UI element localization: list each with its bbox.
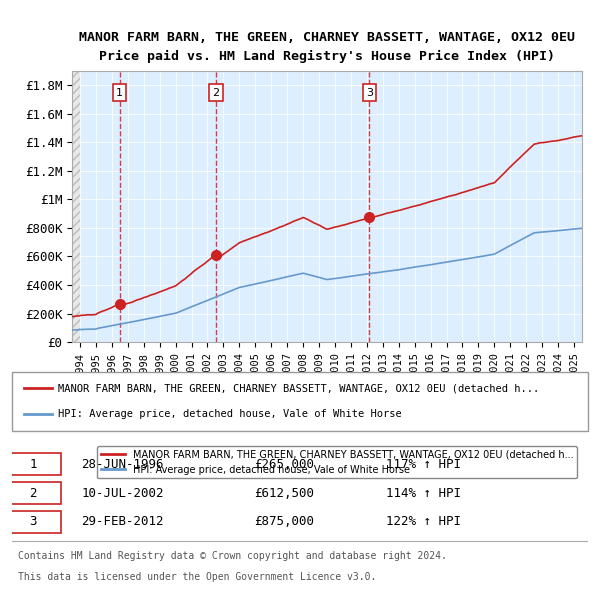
FancyBboxPatch shape [6,453,61,476]
Text: 3: 3 [366,87,373,97]
Text: 2: 2 [29,487,37,500]
Text: Contains HM Land Registry data © Crown copyright and database right 2024.: Contains HM Land Registry data © Crown c… [18,551,446,561]
FancyBboxPatch shape [6,511,61,533]
Text: 122% ↑ HPI: 122% ↑ HPI [386,515,461,528]
Text: 114% ↑ HPI: 114% ↑ HPI [386,487,461,500]
Legend: MANOR FARM BARN, THE GREEN, CHARNEY BASSETT, WANTAGE, OX12 0EU (detached h..., H: MANOR FARM BARN, THE GREEN, CHARNEY BASS… [97,446,577,478]
Text: HPI: Average price, detached house, Vale of White Horse: HPI: Average price, detached house, Vale… [58,409,402,419]
Text: 117% ↑ HPI: 117% ↑ HPI [386,458,461,471]
Text: £875,000: £875,000 [254,515,314,528]
FancyBboxPatch shape [6,482,61,504]
Text: 28-JUN-1996: 28-JUN-1996 [81,458,164,471]
Text: 3: 3 [29,515,37,528]
Text: £612,500: £612,500 [254,487,314,500]
Bar [72,71,80,342]
Text: 29-FEB-2012: 29-FEB-2012 [81,515,164,528]
FancyBboxPatch shape [12,372,588,431]
Text: 10-JUL-2002: 10-JUL-2002 [81,487,164,500]
Text: 1: 1 [29,458,37,471]
Text: £265,000: £265,000 [254,458,314,471]
Text: This data is licensed under the Open Government Licence v3.0.: This data is licensed under the Open Gov… [18,572,376,582]
Text: 1: 1 [116,87,123,97]
Text: MANOR FARM BARN, THE GREEN, CHARNEY BASSETT, WANTAGE, OX12 0EU (detached h...: MANOR FARM BARN, THE GREEN, CHARNEY BASS… [58,384,539,393]
Text: 2: 2 [212,87,220,97]
Title: MANOR FARM BARN, THE GREEN, CHARNEY BASSETT, WANTAGE, OX12 0EU
Price paid vs. HM: MANOR FARM BARN, THE GREEN, CHARNEY BASS… [79,31,575,63]
